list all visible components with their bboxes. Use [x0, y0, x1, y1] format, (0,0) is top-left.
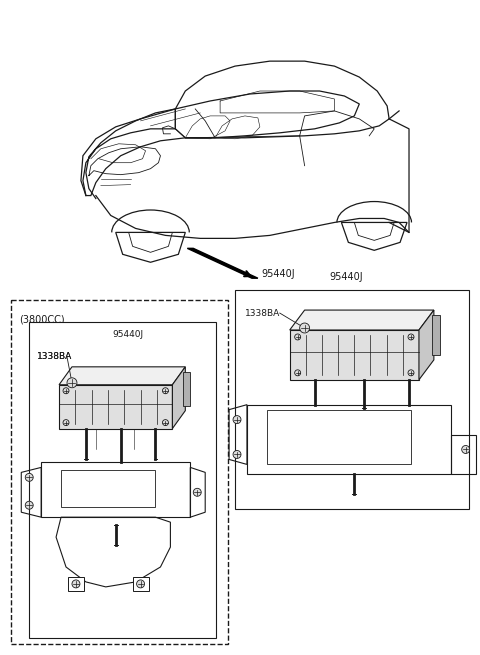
Bar	[132, 577, 148, 591]
Circle shape	[462, 445, 469, 453]
Circle shape	[233, 416, 241, 424]
Polygon shape	[290, 330, 419, 380]
Circle shape	[25, 501, 33, 509]
Circle shape	[63, 420, 69, 426]
Text: 95440J: 95440J	[112, 330, 143, 339]
Polygon shape	[59, 384, 172, 428]
Bar	[235, 290, 468, 509]
Circle shape	[300, 323, 310, 333]
Bar	[432, 315, 440, 355]
Bar	[68, 577, 84, 591]
Circle shape	[162, 388, 168, 394]
Circle shape	[63, 388, 69, 394]
Circle shape	[295, 370, 300, 376]
Bar	[267, 409, 411, 464]
Polygon shape	[419, 310, 434, 380]
Circle shape	[67, 378, 77, 388]
Bar	[12, 300, 228, 644]
Text: (3800CC): (3800CC)	[19, 314, 65, 324]
Text: 95440J: 95440J	[330, 272, 363, 282]
Polygon shape	[187, 248, 258, 278]
Bar	[183, 372, 190, 405]
Bar	[247, 405, 451, 474]
Circle shape	[408, 370, 414, 376]
Bar	[61, 470, 156, 507]
Polygon shape	[59, 367, 185, 384]
Circle shape	[193, 489, 201, 496]
Circle shape	[25, 474, 33, 481]
Circle shape	[137, 580, 144, 588]
Text: 1338BA: 1338BA	[245, 309, 280, 318]
Text: 95440J: 95440J	[262, 269, 296, 279]
Polygon shape	[172, 367, 185, 428]
Circle shape	[72, 580, 80, 588]
Circle shape	[162, 420, 168, 426]
Bar	[29, 322, 216, 638]
Circle shape	[295, 334, 300, 340]
Text: 1338BA: 1338BA	[37, 352, 72, 362]
Circle shape	[408, 334, 414, 340]
Circle shape	[233, 451, 241, 458]
Text: 1338BA: 1338BA	[37, 352, 72, 362]
Polygon shape	[290, 310, 434, 330]
Bar	[41, 462, 190, 517]
